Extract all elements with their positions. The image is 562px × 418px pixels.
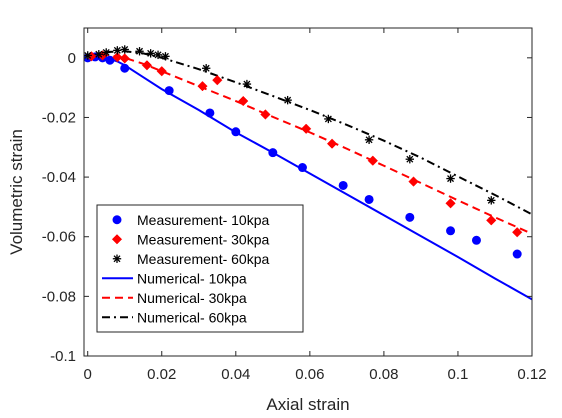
y-tick-label-4: -0.08 — [42, 288, 76, 305]
series-2-point-11 — [283, 95, 292, 105]
legend-label-1: Measurement- 30kpa — [137, 231, 270, 247]
series-0-point-5 — [164, 86, 174, 96]
series-1-point-5 — [156, 66, 167, 77]
series-1-point-8 — [238, 95, 249, 107]
series-2-point-2-stroke-d2 — [102, 48, 110, 56]
series-2-point-14-stroke-d2 — [406, 155, 414, 163]
series-2-point-15-stroke-d2 — [447, 175, 455, 183]
legend-entry-2: Measurement- 60kpa — [112, 251, 270, 267]
series-line-5 — [87, 50, 532, 216]
legend-entry-3: Numerical- 10kpa — [102, 270, 247, 286]
y-tick-label-2: -0.04 — [42, 169, 76, 186]
x-axis-label: Axial strain — [266, 395, 349, 414]
series-2-point-16-stroke-d2 — [487, 196, 495, 204]
series-2-point-13 — [364, 135, 374, 145]
series-2-point-13-stroke-d2 — [365, 136, 373, 144]
series-2-point-10 — [242, 79, 252, 89]
axes-box — [83, 27, 533, 357]
legend-entry-1: Measurement- 30kpa — [111, 231, 270, 247]
series-1-point-7 — [212, 75, 223, 86]
x-tick-label-2: 0.04 — [221, 366, 250, 383]
series-2-point-12 — [324, 114, 333, 124]
series-0-point-12 — [405, 212, 415, 222]
series-2-point-0 — [84, 51, 92, 60]
legend-label-5: Numerical- 60kpa — [137, 309, 247, 325]
series-0-point-6 — [205, 108, 215, 118]
x-tick-label-0: 0 — [84, 366, 92, 383]
series-2-point-8 — [161, 52, 170, 61]
series-2-point-10-stroke-d2 — [243, 80, 251, 88]
series-1-point-10 — [300, 123, 312, 134]
series-1-point-13 — [408, 176, 419, 187]
legend-marker-0 — [112, 215, 122, 225]
series-2-point-3 — [113, 46, 122, 55]
series-0-point-4 — [120, 63, 130, 73]
series-2-point-6-stroke-d2 — [147, 49, 155, 57]
series-2-point-15 — [446, 174, 455, 183]
legend-entry-5: Numerical- 60kpa — [102, 309, 247, 325]
legend-entry-4: Numerical- 30kpa — [102, 290, 247, 306]
series-0-point-9 — [297, 163, 307, 173]
series-0-point-10 — [338, 180, 348, 190]
series-group — [84, 45, 532, 301]
series-2-point-9 — [201, 64, 211, 73]
legend-marker-2 — [112, 254, 122, 263]
series-1-point-12 — [367, 155, 378, 166]
series-1-point-16 — [512, 227, 523, 238]
series-2-point-4-stroke-d2 — [121, 45, 129, 53]
x-tick-label-5: 0.1 — [448, 366, 469, 383]
y-tick-label-3: -0.06 — [42, 229, 76, 246]
legend-entry-0: Measurement- 10kpa — [112, 212, 270, 228]
series-2-point-9-stroke-d2 — [202, 64, 210, 72]
series-0-point-3 — [105, 55, 115, 65]
legend-label-3: Numerical- 10kpa — [137, 270, 247, 286]
series-0-point-13 — [446, 226, 456, 236]
series-2-point-5 — [135, 47, 144, 56]
x-tick-label-6: 0.12 — [517, 366, 546, 383]
series-0-point-7 — [231, 127, 241, 137]
series-0-point-14 — [471, 235, 481, 245]
series-2-point-4 — [120, 45, 129, 54]
legend-marker-1 — [111, 234, 123, 245]
y-tick-label-1: -0.02 — [42, 109, 76, 126]
series-2-point-2 — [102, 48, 111, 57]
series-1-point-6 — [197, 80, 208, 92]
legend-label-4: Numerical- 30kpa — [137, 290, 247, 306]
y-axis-label: Volumetric strain — [7, 129, 26, 255]
series-1-point-15 — [486, 215, 497, 226]
series-2-point-12-stroke-d2 — [324, 115, 332, 123]
x-tick-label-1: 0.02 — [147, 366, 176, 383]
legend-box — [96, 204, 304, 333]
series-0-point-8 — [268, 148, 278, 158]
series-2-point-11-stroke-d2 — [284, 96, 292, 104]
x-tick-label-4: 0.08 — [369, 366, 398, 383]
series-2-point-8-stroke-d2 — [161, 52, 169, 60]
series-1-point-14 — [445, 198, 456, 209]
series-2-point-1 — [94, 50, 104, 59]
y-tick-label-5: -0.1 — [50, 348, 76, 365]
series-1-point-3 — [119, 53, 130, 64]
series-2-point-7-stroke-d2 — [154, 51, 162, 59]
series-markers-2 — [84, 45, 496, 205]
series-1-point-4 — [141, 60, 153, 71]
series-0-point-11 — [364, 194, 374, 204]
series-2-point-14 — [405, 155, 415, 164]
series-2-point-6 — [146, 49, 155, 58]
series-2-point-16 — [487, 196, 496, 205]
series-1-point-9 — [260, 109, 271, 120]
series-1-point-2 — [112, 52, 123, 63]
series-1-point-11 — [326, 138, 338, 149]
legend-label-2: Measurement- 60kpa — [137, 251, 270, 267]
x-tick-label-3: 0.06 — [295, 366, 324, 383]
y-tick-label-0: 0 — [68, 50, 76, 67]
legend-label-0: Measurement- 10kpa — [137, 212, 270, 228]
series-0-point-15 — [512, 249, 522, 259]
series-2-point-3-stroke-d2 — [113, 46, 121, 54]
series-2-point-5-stroke-d2 — [136, 47, 144, 55]
series-2-point-7 — [153, 50, 163, 60]
legend-marker-2-stroke-d2 — [113, 255, 121, 263]
series-2-point-1-stroke-d2 — [95, 50, 103, 58]
